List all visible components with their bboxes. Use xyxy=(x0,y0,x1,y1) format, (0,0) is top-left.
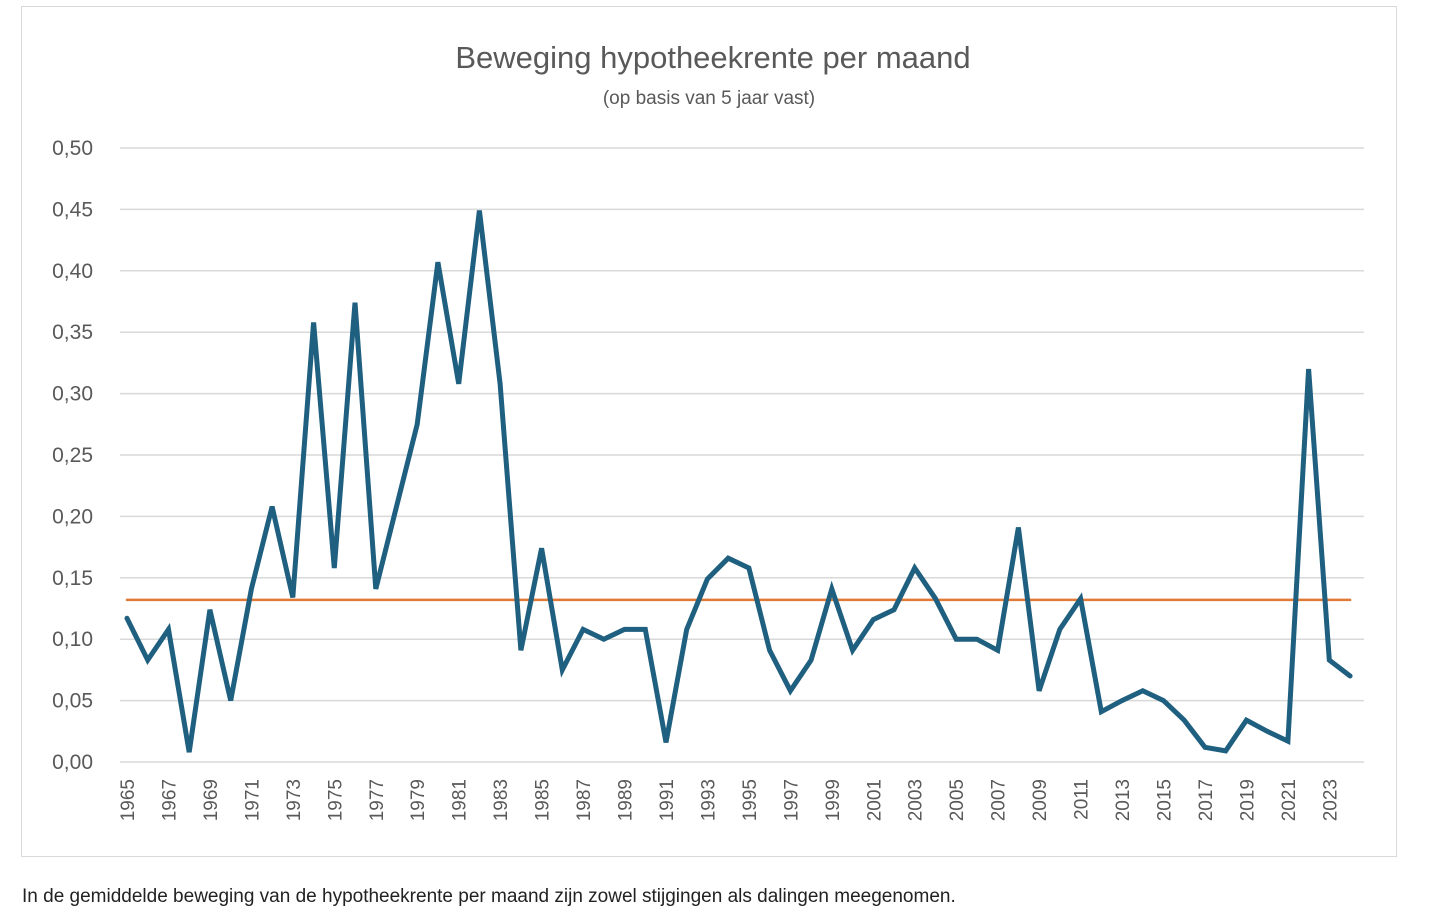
x-tick-label: 2021 xyxy=(1279,779,1300,821)
chart-subtitle: (op basis van 5 jaar vast) xyxy=(603,88,815,109)
chart-title: Beweging hypotheekrente per maand xyxy=(455,40,970,75)
x-tick-label: 1979 xyxy=(408,779,429,821)
y-tick-label: 0,10 xyxy=(52,628,93,651)
y-tick-label: 0,30 xyxy=(52,383,93,406)
x-tick-label: 1973 xyxy=(284,779,305,821)
x-tick-label: 2003 xyxy=(906,779,927,821)
x-tick-label: 1969 xyxy=(201,779,222,821)
x-tick-label: 1975 xyxy=(325,779,346,821)
y-tick-label: 0,05 xyxy=(52,690,93,713)
x-tick-label: 1987 xyxy=(574,779,595,821)
x-tick-label: 1997 xyxy=(781,779,802,821)
x-tick-label: 2019 xyxy=(1237,779,1258,821)
x-tick-label: 2001 xyxy=(864,779,885,821)
x-tick-label: 1993 xyxy=(698,779,719,821)
x-tick-label: 2023 xyxy=(1320,779,1341,821)
x-tick-label: 1965 xyxy=(118,779,139,821)
x-tick-label: 2013 xyxy=(1113,779,1134,821)
x-tick-label: 1989 xyxy=(616,779,637,821)
y-tick-label: 0,35 xyxy=(52,321,93,344)
x-tick-label: 2007 xyxy=(989,779,1010,821)
x-tick-label: 1991 xyxy=(657,779,678,821)
y-tick-label: 0,45 xyxy=(52,198,93,221)
series-lines xyxy=(124,210,1353,754)
x-tick-label: 1999 xyxy=(823,779,844,821)
x-tick-label: 1977 xyxy=(367,779,388,821)
y-tick-label: 0,40 xyxy=(52,260,93,283)
y-tick-label: 0,25 xyxy=(52,444,93,467)
line-chart: Beweging hypotheekrente per maand (op ba… xyxy=(52,40,1364,821)
y-tick-label: 0,15 xyxy=(52,567,93,590)
x-tick-label: 1967 xyxy=(159,779,180,821)
x-tick-label: 1981 xyxy=(450,779,471,821)
x-tick-label: 2005 xyxy=(947,779,968,821)
series-line-rate-change xyxy=(124,210,1353,754)
x-tick-label: 1995 xyxy=(740,779,761,821)
x-tick-label: 2017 xyxy=(1196,779,1217,821)
x-tick-label: 1985 xyxy=(533,779,554,821)
x-tick-label: 2011 xyxy=(1072,779,1093,820)
chart-frame: Beweging hypotheekrente per maand (op ba… xyxy=(21,6,1397,857)
x-tick-label: 2009 xyxy=(1030,779,1051,821)
y-tick-label: 0,00 xyxy=(52,751,93,774)
x-tick-label: 1971 xyxy=(242,779,263,821)
y-tick-label: 0,20 xyxy=(52,505,93,528)
x-tick-label: 1983 xyxy=(491,779,512,821)
chart-caption: In de gemiddelde beweging van de hypothe… xyxy=(22,886,956,907)
gridlines xyxy=(120,147,1364,763)
y-tick-label: 0,50 xyxy=(52,137,93,160)
x-axis-ticks: 1965 1967 1969 1971 1973 1975 1977 1979 1981 1983… xyxy=(118,779,1341,821)
y-axis-ticks: 0,00 0,05 0,10 0,15 0,20 0,25 0,30 0,35 0,40 0,45… xyxy=(52,137,93,774)
x-tick-label: 2015 xyxy=(1155,779,1176,821)
